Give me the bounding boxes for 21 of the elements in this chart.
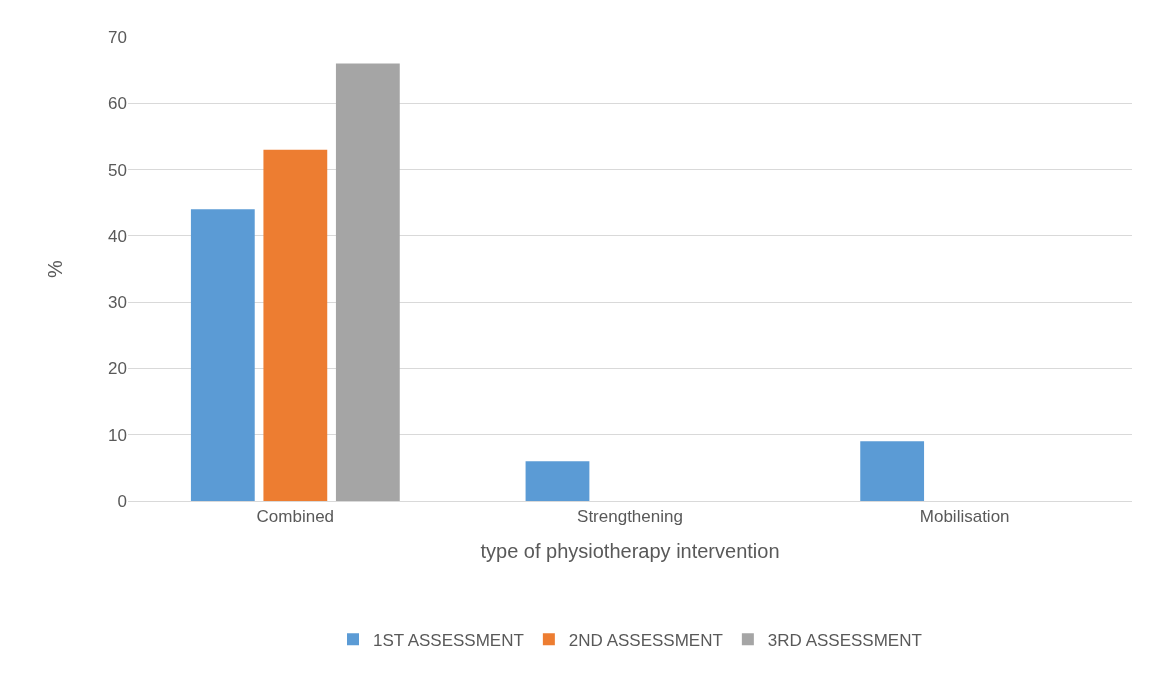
- x-tick-label: Combined: [256, 507, 335, 527]
- x-tick-label: Strengthening: [577, 507, 683, 527]
- bar: [190, 209, 255, 501]
- x-axis-title: type of physiotherapy intervention: [480, 539, 780, 562]
- legend-label: 1ST ASSESSMENT: [373, 630, 524, 650]
- y-tick-label: 50: [108, 160, 127, 180]
- y-tick-label: 60: [108, 94, 127, 114]
- y-tick-label: 30: [108, 293, 127, 313]
- legend-label: 3RD ASSESSMENT: [767, 630, 922, 650]
- y-tick-label: 20: [108, 359, 127, 379]
- bar: [860, 441, 925, 501]
- y-tick-label: 70: [108, 27, 127, 47]
- bar: [525, 461, 590, 501]
- y-tick-label: 10: [108, 425, 127, 445]
- legend-label: 2ND ASSESSMENT: [568, 630, 723, 650]
- x-tick-label: Mobilisation: [919, 507, 1010, 527]
- bar: [263, 149, 328, 501]
- y-tick-label: 0: [117, 491, 127, 511]
- bar: [335, 63, 400, 501]
- y-axis-title: %: [43, 259, 66, 278]
- y-tick-label: 40: [108, 226, 127, 246]
